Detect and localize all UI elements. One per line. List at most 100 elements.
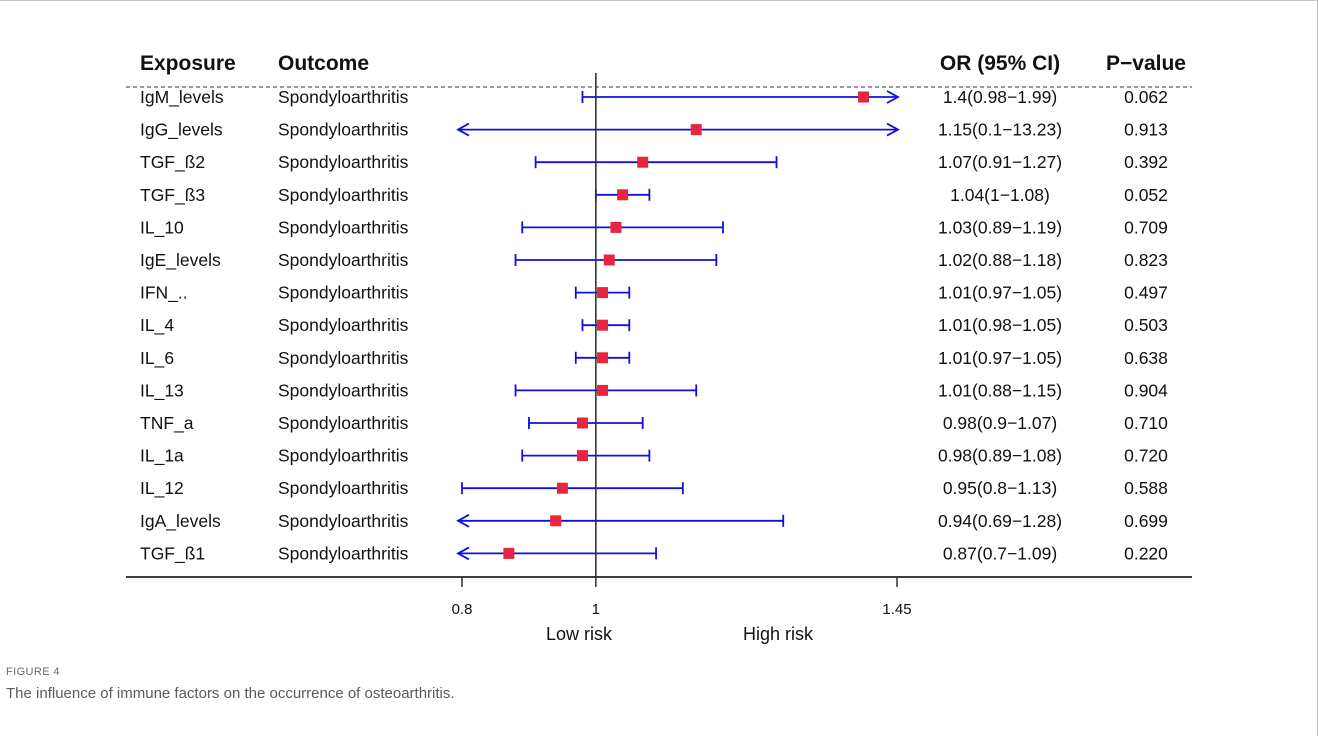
row-exposure: IL_4 [140,315,174,336]
ci-arrow-left [456,122,470,137]
row-exposure: IgE_levels [140,250,221,271]
table-row: TNF_a Spondyloarthritis 0.98(0.9−1.07) 0.71… [140,413,1168,434]
row-or-ci: 1.15(0.1−13.23) [938,120,1062,140]
low-risk-label: Low risk [546,624,613,644]
table-header: Exposure Outcome OR (95% CI) P−value [126,52,1192,88]
row-outcome: Spondyloarthritis [278,315,409,335]
row-pvalue: 0.638 [1124,348,1168,368]
or-point [597,384,609,396]
row-pvalue: 0.503 [1124,315,1168,335]
row-pvalue: 0.720 [1124,446,1168,466]
row-or-ci: 0.95(0.8−1.13) [943,478,1057,498]
figure-label: FIGURE 4 [6,666,60,678]
row-or-ci: 1.02(0.88−1.18) [938,250,1062,270]
row-or-ci: 0.98(0.9−1.07) [943,413,1057,433]
row-pvalue: 0.709 [1124,217,1168,237]
or-point [597,319,609,331]
row-exposure: IFN_.. [140,283,188,304]
ci-arrow-left [456,546,470,561]
row-outcome: Spondyloarthritis [278,185,409,205]
tick-label: 1 [592,601,600,618]
row-outcome: Spondyloarthritis [278,511,409,531]
row-or-ci: 1.4(0.98−1.99) [943,87,1057,107]
row-exposure: IL_12 [140,478,184,499]
row-pvalue: 0.904 [1124,380,1168,400]
row-or-ci: 0.98(0.89−1.08) [938,446,1062,466]
forest-plot: Exposure Outcome OR (95% CI) P−value IgM_le… [126,52,1192,644]
row-pvalue: 0.497 [1124,283,1168,303]
row-exposure: IL_6 [140,348,174,369]
row-pvalue: 0.823 [1124,250,1168,270]
header-pvalue: P−value [1106,52,1186,75]
row-or-ci: 1.03(0.89−1.19) [938,217,1062,237]
row-or-ci: 1.01(0.97−1.05) [938,348,1062,368]
or-point [690,124,702,136]
high-risk-label: High risk [743,624,814,644]
table-row: IL_4 Spondyloarthritis 1.01(0.98−1.05) 0.50… [140,315,1168,336]
or-point [610,221,622,233]
x-axis: 0.8 1 1.45 Low risk High risk [126,73,1192,644]
row-pvalue: 0.062 [1124,87,1168,107]
row-pvalue: 0.220 [1124,543,1168,563]
table-row: IgE_levels Spondyloarthritis 1.02(0.88−1.1… [140,250,1168,271]
or-point [597,352,609,364]
table-row: IL_1a Spondyloarthritis 0.98(0.89−1.08) 0.7… [140,446,1168,467]
row-pvalue: 0.913 [1124,120,1168,140]
or-point [550,515,562,527]
row-outcome: Spondyloarthritis [278,543,409,563]
or-point [576,450,588,462]
or-point [597,287,609,299]
tick-label: 1.45 [882,601,911,618]
row-outcome: Spondyloarthritis [278,380,409,400]
row-exposure: IgG_levels [140,120,223,141]
row-or-ci: 1.04(1−1.08) [950,185,1050,205]
row-pvalue: 0.710 [1124,413,1168,433]
row-outcome: Spondyloarthritis [278,87,409,107]
table-row: IL_13 Spondyloarthritis 1.01(0.88−1.15) 0.9… [140,380,1168,401]
row-or-ci: 1.01(0.98−1.05) [938,315,1062,335]
row-pvalue: 0.588 [1124,478,1168,498]
row-or-ci: 0.87(0.7−1.09) [943,543,1057,563]
row-outcome: Spondyloarthritis [278,283,409,303]
row-exposure: IL_10 [140,217,184,238]
figure-caption: The influence of immune factors on the o… [6,685,455,702]
row-exposure: IgA_levels [140,511,221,532]
row-exposure: TGF_ß3 [140,185,205,206]
row-outcome: Spondyloarthritis [278,120,409,140]
or-point [603,254,615,266]
table-row: IgM_levels Spondyloarthritis 1.4(0.98−1.99… [140,87,1168,108]
table-rows: IgM_levels Spondyloarthritis 1.4(0.98−1.99… [140,87,1168,564]
table-row: TGF_ß1 Spondyloarthritis 0.87(0.7−1.09) 0.2… [140,543,1168,564]
row-pvalue: 0.392 [1124,152,1168,172]
row-outcome: Spondyloarthritis [278,217,409,237]
or-point [637,156,649,168]
ci-arrow-right [886,90,900,104]
row-pvalue: 0.052 [1124,185,1168,205]
or-point [576,417,588,429]
row-outcome: Spondyloarthritis [278,152,409,172]
row-exposure: IL_13 [140,380,184,401]
row-exposure: IgM_levels [140,87,224,108]
table-row: IL_10 Spondyloarthritis 1.03(0.89−1.19) 0.7… [140,217,1168,238]
row-exposure: IL_1a [140,446,184,467]
row-or-ci: 0.94(0.69−1.28) [938,511,1062,531]
row-outcome: Spondyloarthritis [278,250,409,270]
table-row: IgA_levels Spondyloarthritis 0.94(0.69−1.2… [140,511,1168,532]
table-row: IFN_.. Spondyloarthritis 1.01(0.97−1.05) 0.… [140,283,1168,304]
ci-arrow-right [886,122,900,137]
row-or-ci: 1.07(0.91−1.27) [938,152,1062,172]
row-exposure: TNF_a [140,413,194,434]
ci-arrow-left [456,514,470,528]
row-or-ci: 1.01(0.97−1.05) [938,283,1062,303]
row-outcome: Spondyloarthritis [278,478,409,498]
row-or-ci: 1.01(0.88−1.15) [938,380,1062,400]
or-point [556,482,568,494]
or-point [858,91,870,103]
table-row: TGF_ß2 Spondyloarthritis 1.07(0.91−1.27) 0.… [140,152,1168,173]
table-row: IgG_levels Spondyloarthritis 1.15(0.1−13.2… [140,120,1168,141]
header-or-ci: OR (95% CI) [940,52,1060,75]
header-exposure: Exposure [140,52,236,75]
or-point [617,189,629,201]
row-outcome: Spondyloarthritis [278,413,409,433]
table-row: IL_6 Spondyloarthritis 1.01(0.97−1.05) 0.63… [140,348,1168,369]
